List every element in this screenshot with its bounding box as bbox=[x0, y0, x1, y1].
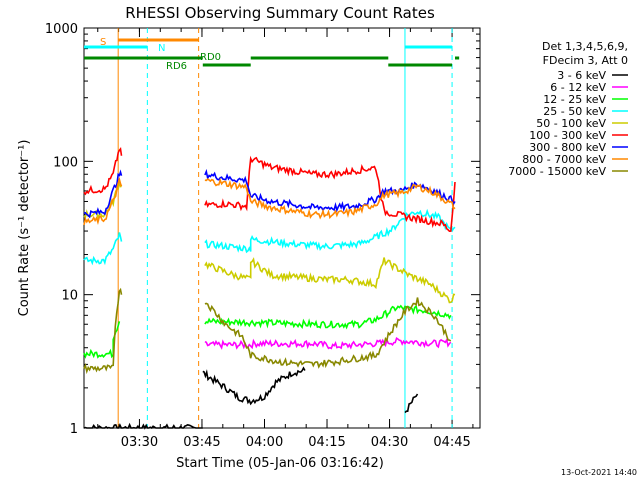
legend: Det 1,3,4,5,6,9,FDecim 3, Att 0 3 - 6 keV… bbox=[508, 40, 628, 178]
legend-entry-label: 6 - 12 keV bbox=[550, 81, 606, 94]
series-line-8 bbox=[204, 297, 452, 369]
status-label: RD0 bbox=[200, 52, 221, 63]
series-line-0 bbox=[202, 366, 306, 406]
footer-date: 13-Oct-2021 14:40 bbox=[561, 468, 637, 477]
plot-area: 1 10 100 1000 03:30 03:45 04:00 04:15 04:30 04:45… bbox=[45, 22, 481, 450]
series-line-0 bbox=[83, 422, 203, 430]
legend-entry-label: 100 - 300 keV bbox=[529, 129, 606, 142]
y-tick-label: 1000 bbox=[45, 22, 78, 37]
series-line-7 bbox=[83, 176, 123, 226]
legend-entry-label: 3 - 6 keV bbox=[557, 69, 606, 82]
series-line-5 bbox=[204, 155, 456, 233]
series-line-2 bbox=[83, 321, 121, 359]
x-tick-label: 04:45 bbox=[433, 435, 470, 450]
series-line-2 bbox=[204, 304, 452, 330]
series-line-5 bbox=[83, 146, 123, 196]
legend-entry-label: 7000 - 15000 keV bbox=[508, 165, 606, 178]
series-line-0 bbox=[404, 393, 419, 414]
x-tick-label: 03:30 bbox=[121, 435, 158, 450]
series-line-3 bbox=[204, 208, 456, 254]
y-tick-label: 1 bbox=[70, 422, 78, 437]
legend-entry-label: 25 - 50 keV bbox=[543, 105, 606, 118]
series-line-7 bbox=[204, 177, 456, 220]
legend-entry-label: 300 - 800 keV bbox=[529, 141, 606, 154]
status-label: S bbox=[100, 37, 106, 48]
series-line-6 bbox=[83, 169, 123, 219]
x-tick-label: 04:00 bbox=[246, 435, 283, 450]
series-line-6 bbox=[204, 168, 456, 213]
status-label: N bbox=[158, 43, 165, 54]
series-line-8 bbox=[83, 287, 123, 375]
x-tick-label: 04:15 bbox=[308, 435, 345, 450]
legend-entry-label: 50 - 100 keV bbox=[536, 117, 606, 130]
y-tick-label: 10 bbox=[61, 289, 78, 304]
y-tick-label: 100 bbox=[53, 155, 78, 170]
legend-header-line: Det 1,3,4,5,6,9, bbox=[542, 40, 628, 53]
chart-title: RHESSI Observing Summary Count Rates bbox=[125, 4, 435, 22]
status-label: RD6 bbox=[166, 61, 187, 72]
legend-entry-label: 12 - 25 keV bbox=[543, 93, 606, 106]
legend-header-line: FDecim 3, Att 0 bbox=[543, 54, 628, 67]
x-axis-label: Start Time (05-Jan-06 03:16:42) bbox=[176, 456, 384, 471]
series-line-4 bbox=[204, 257, 456, 304]
plot-frame bbox=[83, 27, 481, 429]
x-tick-label: 04:30 bbox=[371, 435, 408, 450]
series-line-3 bbox=[83, 232, 123, 266]
y-axis-label: Count Rate (s⁻¹ detector⁻¹) bbox=[17, 140, 32, 317]
legend-entry-label: 800 - 7000 keV bbox=[522, 153, 606, 166]
x-tick-label: 03:45 bbox=[183, 435, 220, 450]
